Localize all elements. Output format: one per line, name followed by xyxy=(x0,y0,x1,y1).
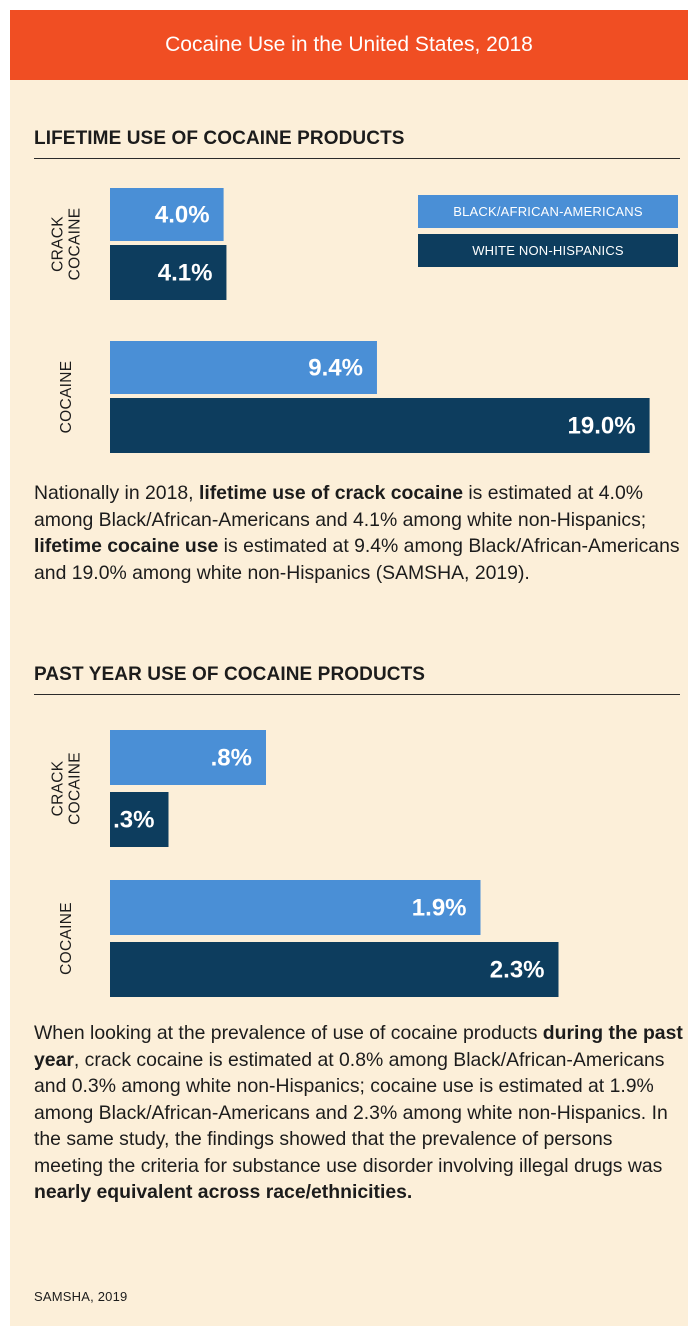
lifetime-paragraph: Nationally in 2018, lifetime use of crac… xyxy=(34,480,684,586)
past-year-section-title: PAST YEAR USE OF COCAINE PRODUCTS xyxy=(34,664,426,685)
infographic-card: Cocaine Use in the United States, 2018 L… xyxy=(10,10,688,1326)
legend-black-african-americans: BLACK/AFRICAN-AMERICANS xyxy=(418,195,678,228)
category-label: COCAINE xyxy=(58,361,75,434)
lifetime-chart: 4.0% 4.1% CRACK COCAINE 9.4% 19.0% COCAINE BLA… xyxy=(10,188,688,463)
bar-data-label: 9.4% xyxy=(308,355,363,382)
legend-white-non-hispanics: WHITE NON-HISPANICS xyxy=(418,234,678,267)
paragraph-bold-text: nearly equivalent across race/ethnicitie… xyxy=(34,1181,413,1203)
paragraph-text: , crack cocaine is estimated at 0.8% amo… xyxy=(34,1048,668,1177)
bar-white-non-hispanics xyxy=(110,942,559,997)
category-label: CRACK xyxy=(50,216,67,272)
bar-white-non-hispanics xyxy=(110,245,227,300)
bar-data-label: 4.0% xyxy=(155,202,210,229)
paragraph-text: is estimated at 9.4% among Black/African… xyxy=(34,535,680,584)
bar-data-label: 2.3% xyxy=(490,957,545,984)
paragraph-bold-text: during the past year xyxy=(34,1022,683,1071)
bar-black-african-americans xyxy=(110,730,266,785)
category-label: CRACK xyxy=(50,760,67,816)
past-year-section-rule xyxy=(34,694,680,695)
past-year-paragraph: When looking at the prevalence of use of… xyxy=(34,1020,684,1206)
bar-data-label: 4.1% xyxy=(158,260,213,287)
source-citation: SAMSHA, 2019 xyxy=(34,1289,128,1304)
paragraph-text: When looking at the prevalence of use of… xyxy=(34,1022,543,1044)
paragraph-text: is estimated at 4.0% among Black/African… xyxy=(34,482,647,531)
bar-black-african-americans xyxy=(110,880,481,935)
bar-data-label: .3% xyxy=(113,807,154,834)
paragraph-bold-text: lifetime use of crack cocaine xyxy=(198,482,463,504)
category-label: COCAINE xyxy=(67,208,84,281)
past-year-chart: .8% .3% CRACK COCAINE 1.9% 2.3% COCAINE xyxy=(10,722,688,1002)
bar-black-african-americans xyxy=(110,188,224,241)
paragraph-bold-text: lifetime cocaine use xyxy=(34,535,219,557)
bar-black-african-americans xyxy=(110,341,377,394)
bar-data-label: 19.0% xyxy=(568,413,636,440)
bar-data-label: 1.9% xyxy=(412,895,467,922)
lifetime-section-rule xyxy=(34,158,680,159)
bar-white-non-hispanics xyxy=(110,398,650,453)
bar-white-non-hispanics xyxy=(110,792,169,847)
bar-data-label: .8% xyxy=(211,745,252,772)
paragraph-text: Nationally in 2018, xyxy=(34,482,199,504)
category-label: COCAINE xyxy=(67,752,84,825)
category-label: COCAINE xyxy=(58,902,75,975)
page-title: Cocaine Use in the United States, 2018 xyxy=(10,10,688,80)
lifetime-section-title: LIFETIME USE OF COCAINE PRODUCTS xyxy=(34,128,405,149)
